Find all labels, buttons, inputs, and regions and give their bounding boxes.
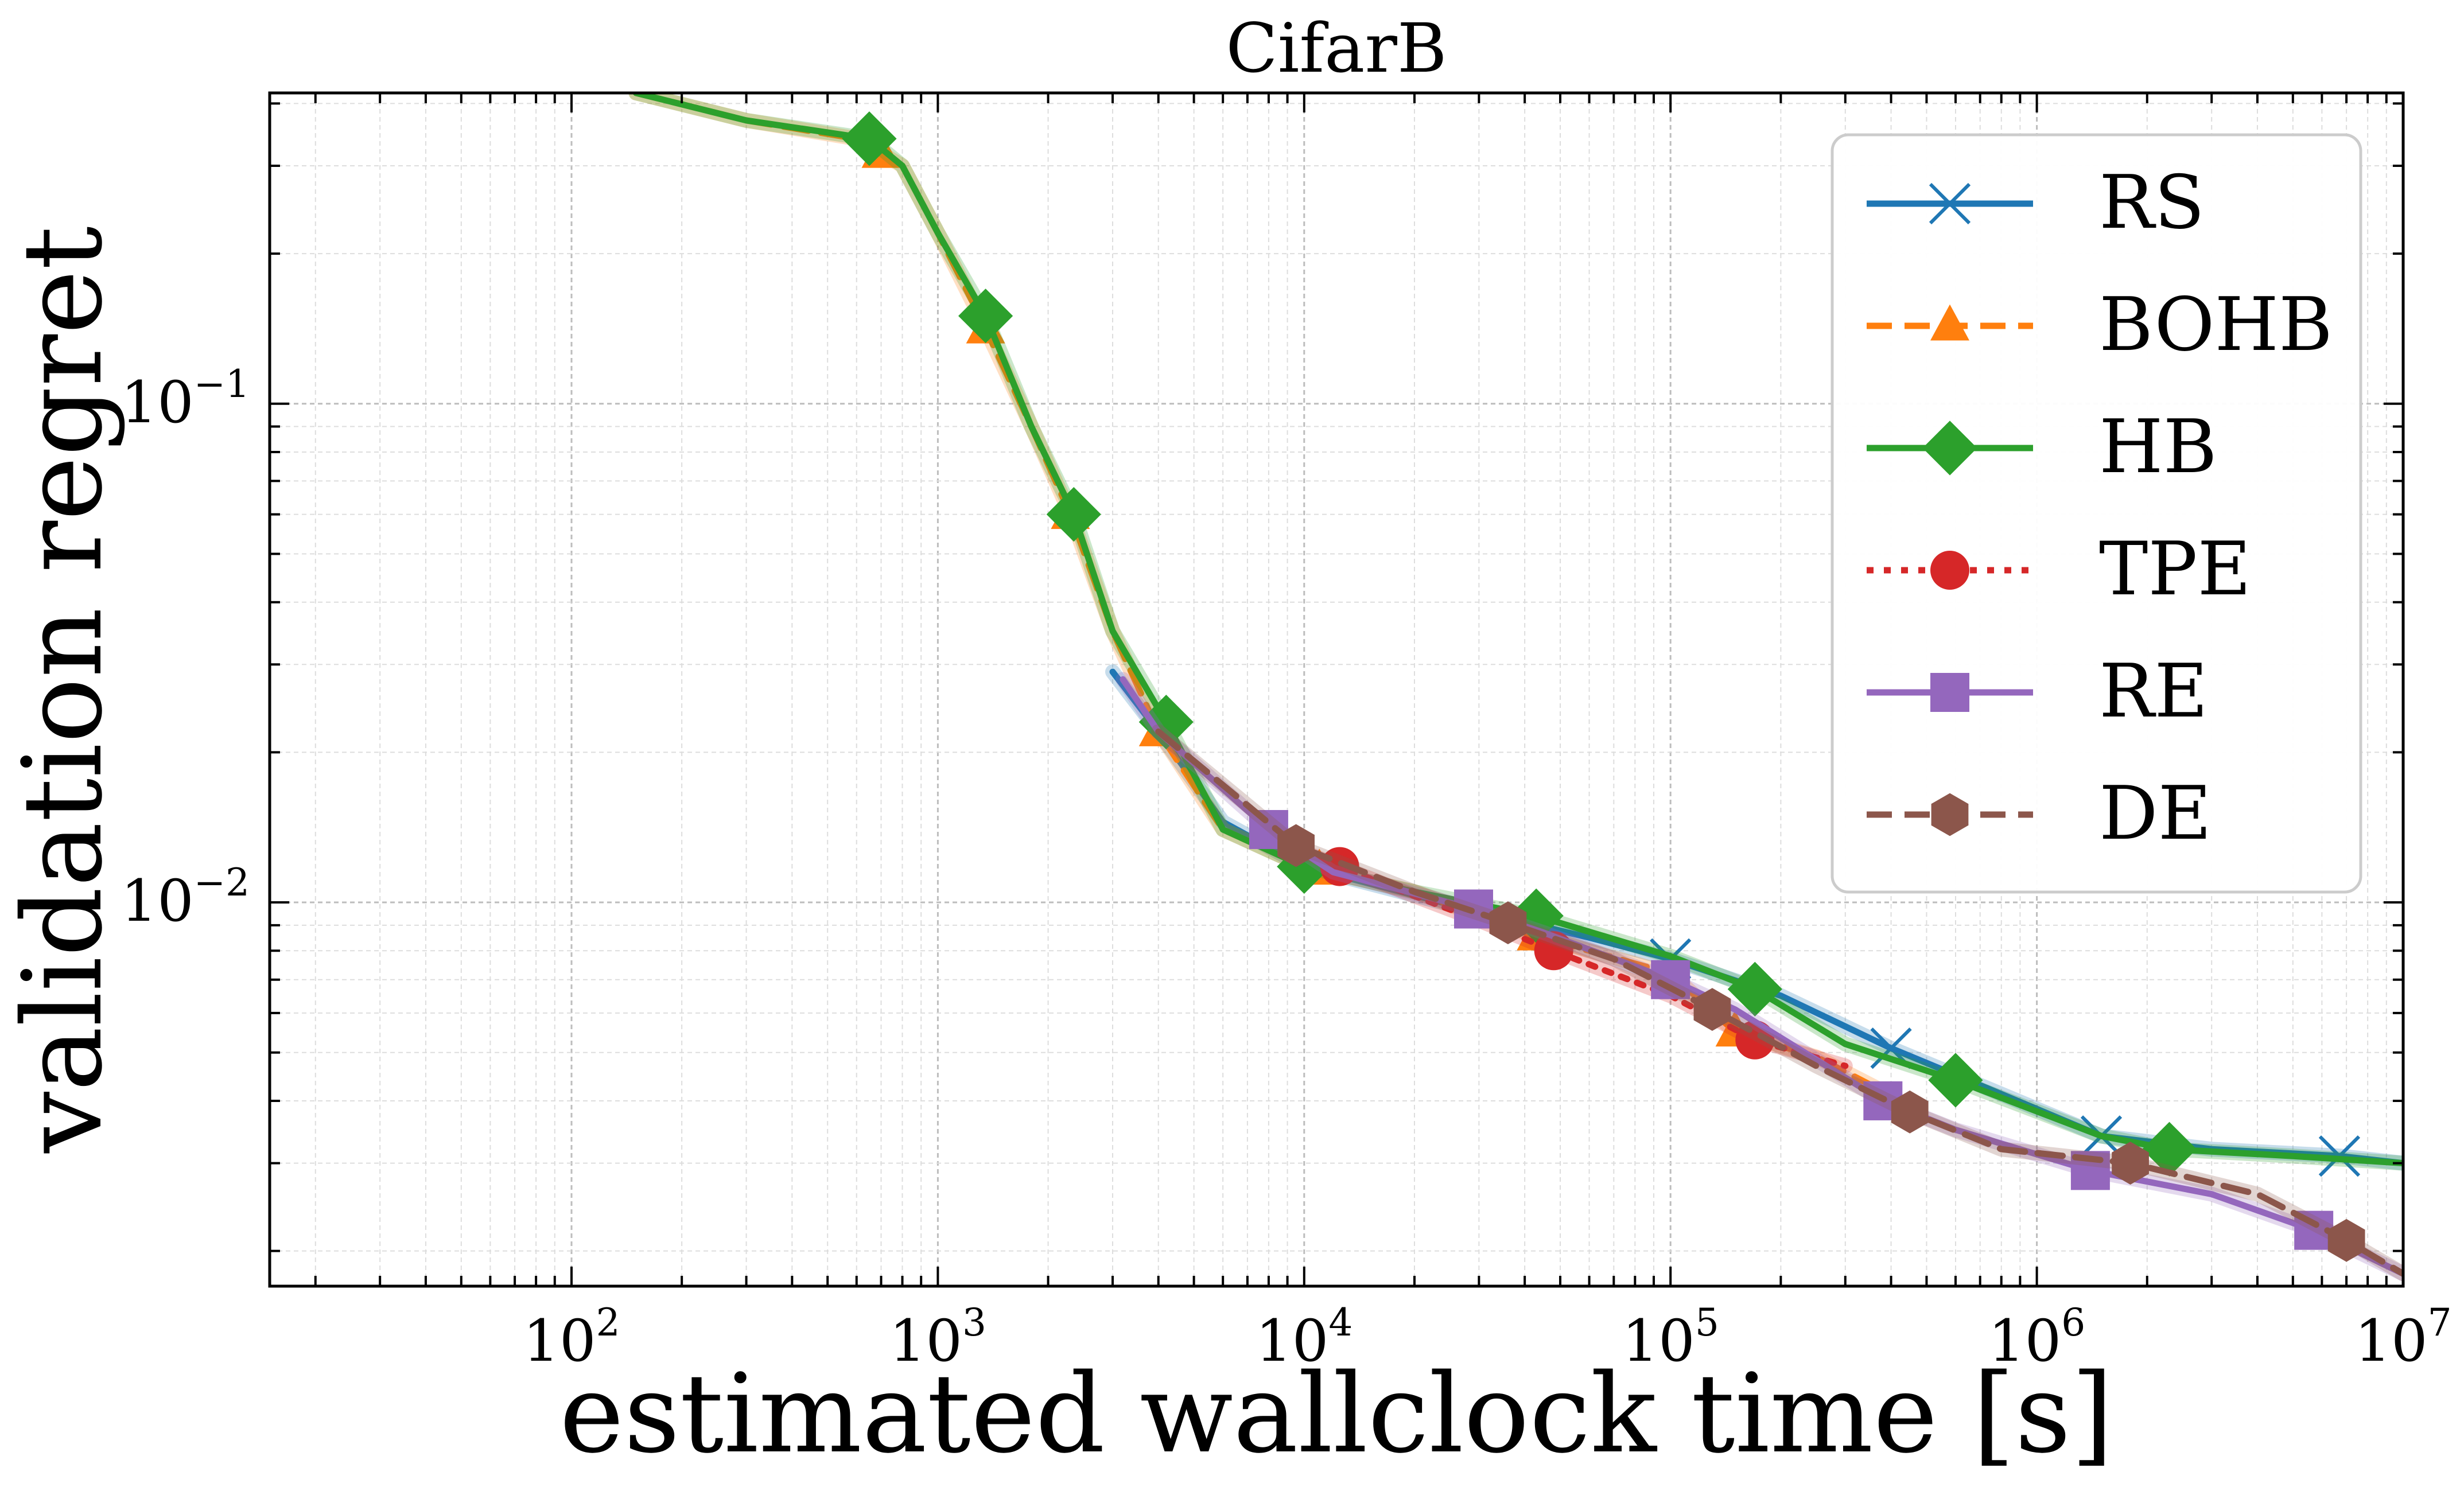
legend-entry-bohb: BOHB	[1867, 282, 2333, 368]
legend-marker-rs	[1929, 182, 1971, 225]
chart-title: CifarB	[1226, 9, 1447, 88]
series-hb-marker	[1928, 1053, 1983, 1108]
series-hb-marker	[1727, 961, 1782, 1017]
series-de	[1151, 724, 2403, 1282]
plot-frame	[268, 91, 2405, 1288]
legend-label-rs: RS	[2099, 160, 2205, 246]
legend-entry-de: DE	[1867, 771, 2212, 856]
series-de-line	[1155, 728, 2403, 1277]
series-de-marker	[2112, 1142, 2149, 1185]
legend-marker-tpe	[1930, 551, 1969, 590]
series-layer	[628, 93, 2403, 1282]
x-tick-label: 104	[1256, 1300, 1353, 1374]
tick-labels: 102 103 104 105 106 107 10−1 10−2	[121, 362, 2451, 1374]
series-hb-marker	[2142, 1122, 2197, 1177]
series-de-marker	[1693, 988, 1731, 1031]
x-tick-label: 107	[2354, 1300, 2451, 1374]
x-tick-label: 102	[523, 1300, 620, 1374]
series-hb-marker	[1138, 695, 1194, 750]
x-tick-label: 103	[889, 1300, 986, 1374]
series-hb-marker	[958, 289, 1013, 344]
legend-entry-tpe: TPE	[1867, 527, 2251, 612]
legend-label-tpe: TPE	[2099, 527, 2251, 612]
series-de-marker	[1277, 824, 1315, 867]
legend-box	[1830, 133, 2362, 894]
legend-label-hb: HB	[2099, 404, 2217, 490]
legend-entry-hb: HB	[1867, 404, 2217, 490]
legend-entry-re: RE	[1867, 649, 2208, 734]
series-de-marker	[1489, 901, 1527, 945]
legend-marker-bohb	[1930, 304, 1969, 341]
x-axis-label: estimated wallclock time [s]	[559, 1350, 2113, 1477]
series-de-marker	[2327, 1218, 2365, 1262]
series-hb-marker	[1046, 487, 1101, 542]
x-tick-label: 106	[1988, 1300, 2085, 1374]
series-hb-marker	[842, 111, 897, 166]
series-de-marker	[1891, 1090, 1929, 1134]
legend: RS BOHB HB TPE RE DE	[1830, 133, 2362, 894]
axis-ticks	[270, 93, 2404, 1286]
legend-label-re: RE	[2099, 649, 2208, 734]
y-tick-label: 10−1	[121, 362, 250, 436]
legend-marker-hb	[1922, 420, 1977, 476]
y-axis-label: validation regret	[0, 226, 126, 1154]
legend-marker-de	[1931, 793, 1969, 836]
legend-label-bohb: BOHB	[2099, 282, 2333, 368]
legend-entry-rs: RS	[1867, 160, 2205, 246]
x-tick-label: 105	[1622, 1300, 1719, 1374]
legend-marker-re	[1930, 673, 1969, 712]
legend-label-de: DE	[2099, 771, 2212, 856]
y-tick-label: 10−2	[121, 860, 250, 934]
